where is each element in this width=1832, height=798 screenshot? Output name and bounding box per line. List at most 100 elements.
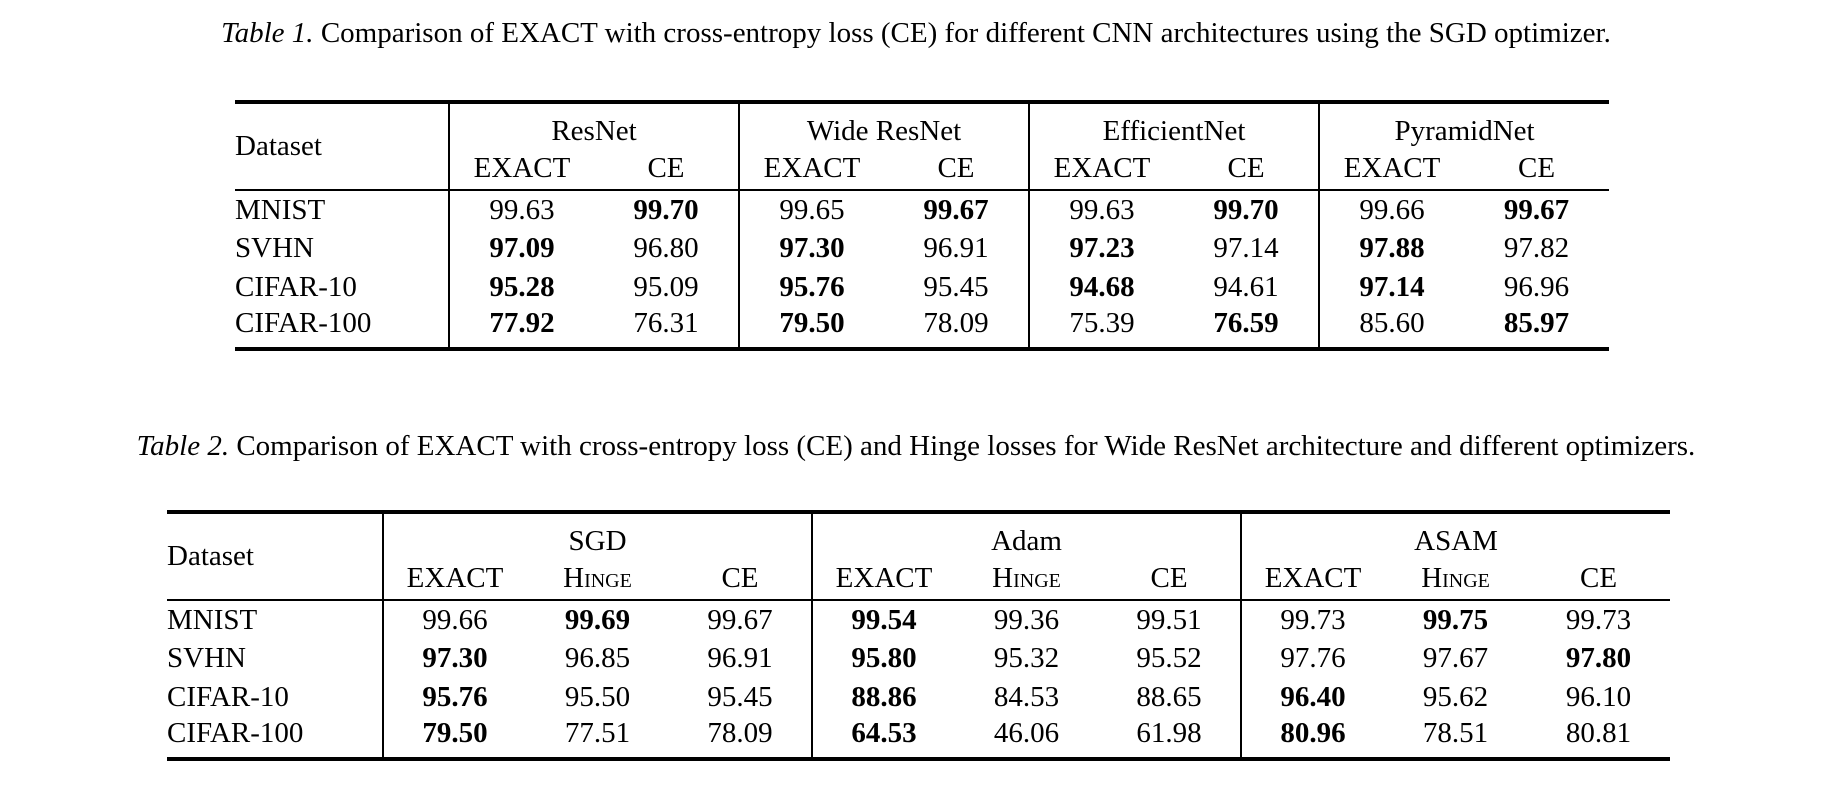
cell-value: 97.30 bbox=[738, 229, 884, 268]
table-row: CIFAR-100 77.92 76.31 79.50 78.09 75.39 76.59 8… bbox=[235, 307, 1609, 349]
cell-value: 76.59 bbox=[1213, 307, 1279, 339]
table2-caption: Table 2. Comparison of EXACT with cross-… bbox=[0, 428, 1832, 464]
group-header: EfficientNet bbox=[1028, 102, 1320, 148]
table1-caption-label: Table 1. bbox=[221, 17, 314, 49]
table-row: CIFAR-10 95.76 95.50 95.45 88.86 84.53 88.65 96… bbox=[167, 678, 1670, 717]
cell-value: 95.45 bbox=[707, 681, 773, 713]
table-row: MNIST 99.66 99.69 99.67 99.54 99.36 99.51 99.73… bbox=[167, 600, 1670, 639]
cell-dataset: CIFAR-10 bbox=[167, 681, 289, 713]
cell-dataset: CIFAR-100 bbox=[235, 307, 372, 339]
table-body: MNIST 99.66 99.69 99.67 99.54 99.36 99.51 99.73… bbox=[167, 600, 1670, 759]
column-header: CE bbox=[1174, 148, 1320, 191]
table-row: CIFAR-100 79.50 77.51 78.09 64.53 46.06 61.98 8… bbox=[167, 717, 1670, 759]
cell-value: 97.76 bbox=[1240, 639, 1385, 678]
cell-value: 75.39 bbox=[1028, 307, 1175, 349]
cell-value: 95.28 bbox=[448, 268, 594, 307]
column-header: Hinge bbox=[955, 558, 1099, 601]
cell-dataset: MNIST bbox=[235, 193, 326, 226]
dataset-column-header: Dataset bbox=[235, 102, 449, 191]
cell-value: 79.50 bbox=[382, 717, 526, 759]
cell-dataset: CIFAR-10 bbox=[235, 271, 357, 303]
column-header: Hinge bbox=[1384, 558, 1528, 601]
cell-value: 99.36 bbox=[993, 603, 1060, 636]
cell-value: 97.67 bbox=[1422, 642, 1489, 674]
cell-value: 95.80 bbox=[811, 639, 956, 678]
cell-dataset: SVHN bbox=[167, 642, 246, 674]
table-row: SVHN 97.09 96.80 97.30 96.91 97.23 97.14 97.88 9… bbox=[235, 229, 1609, 268]
cell-value: 99.51 bbox=[1136, 603, 1202, 636]
cell-value: 64.53 bbox=[811, 717, 956, 759]
cell-value: 79.50 bbox=[738, 307, 884, 349]
cell-value: 99.54 bbox=[811, 600, 956, 639]
column-header: CE bbox=[884, 148, 1030, 191]
group-header: Wide ResNet bbox=[737, 102, 1030, 148]
cell-value: 95.76 bbox=[382, 678, 526, 717]
column-header: CE bbox=[1464, 148, 1610, 191]
table2-caption-label: Table 2. bbox=[136, 430, 230, 462]
cell-value: 97.09 bbox=[448, 229, 594, 268]
subcolumn-header-row: EXACT CE EXACT CE EXACT CE EXACT CE bbox=[235, 148, 1610, 191]
cell-value: 85.97 bbox=[1503, 307, 1570, 339]
cell-value: 61.98 bbox=[1136, 717, 1202, 749]
cell-value: 94.61 bbox=[1213, 271, 1279, 303]
cell-value: 96.91 bbox=[923, 232, 989, 264]
column-header: CE bbox=[1098, 558, 1242, 601]
column-header: EXACT bbox=[811, 558, 956, 601]
cell-value: 80.81 bbox=[1565, 717, 1632, 749]
cell-value: 96.80 bbox=[633, 232, 699, 264]
cell-value: 99.70 bbox=[633, 193, 699, 226]
table-row: SVHN 97.30 96.85 96.91 95.80 95.32 95.52 97.76 9… bbox=[167, 639, 1670, 678]
cell-value: 84.53 bbox=[993, 681, 1060, 713]
cell-value: 99.73 bbox=[1240, 600, 1385, 639]
cell-value: 94.68 bbox=[1028, 268, 1175, 307]
group-header: Adam bbox=[811, 512, 1242, 558]
cell-value: 76.31 bbox=[633, 307, 699, 339]
group-header-row: Dataset SGD Adam ASAM bbox=[167, 512, 1671, 601]
cell-value: 95.09 bbox=[633, 271, 699, 303]
table-body: MNIST 99.63 99.70 99.65 99.67 99.63 99.70 99.66… bbox=[235, 190, 1609, 349]
column-header: CE bbox=[1527, 558, 1671, 601]
group-header: ASAM bbox=[1240, 512, 1671, 558]
column-header: EXACT bbox=[448, 148, 594, 191]
cell-value: 95.50 bbox=[564, 681, 631, 713]
cell-value: 99.67 bbox=[707, 603, 773, 636]
cell-value: 77.51 bbox=[564, 717, 631, 749]
cell-value: 99.66 bbox=[382, 600, 526, 639]
cell-value: 95.62 bbox=[1422, 681, 1489, 713]
cell-dataset: SVHN bbox=[235, 232, 314, 264]
cell-value: 78.09 bbox=[923, 307, 989, 339]
cell-value: 97.30 bbox=[382, 639, 526, 678]
column-header: EXACT bbox=[738, 148, 884, 191]
table-header: Dataset ResNet Wide ResNet EfficientNet Pyra… bbox=[235, 102, 1610, 191]
cell-value: 97.88 bbox=[1318, 229, 1465, 268]
column-header: EXACT bbox=[382, 558, 526, 601]
table-header: Dataset SGD Adam ASAM EXACT Hinge CE EXACT Hinge… bbox=[167, 512, 1671, 601]
column-header: EXACT bbox=[1318, 148, 1465, 191]
cell-value: 96.40 bbox=[1240, 678, 1385, 717]
cell-value: 95.32 bbox=[993, 642, 1060, 674]
dataset-column-header: Dataset bbox=[167, 512, 383, 601]
cell-value: 99.63 bbox=[1028, 190, 1175, 229]
cell-value: 78.09 bbox=[707, 717, 773, 749]
table-row: MNIST 99.63 99.70 99.65 99.67 99.63 99.70 99.66… bbox=[235, 190, 1609, 229]
cell-dataset: MNIST bbox=[167, 603, 258, 636]
cell-value: 97.14 bbox=[1318, 268, 1465, 307]
table1-caption: Table 1. Comparison of EXACT with cross-… bbox=[0, 15, 1832, 51]
cell-value: 99.73 bbox=[1565, 603, 1632, 636]
cell-value: 99.75 bbox=[1422, 603, 1489, 636]
subcolumn-header-row: EXACT Hinge CE EXACT Hinge CE EXACT Hinge CE bbox=[167, 558, 1671, 601]
cell-value: 97.23 bbox=[1028, 229, 1175, 268]
cell-value: 99.67 bbox=[923, 193, 989, 226]
group-header: ResNet bbox=[448, 102, 739, 148]
table1: Dataset ResNet Wide ResNet EfficientNet Pyra… bbox=[235, 100, 1610, 351]
cell-value: 80.96 bbox=[1240, 717, 1385, 759]
table-row: CIFAR-10 95.28 95.09 95.76 95.45 94.68 94.61 97… bbox=[235, 268, 1609, 307]
table2-caption-text: Comparison of EXACT with cross-entropy l… bbox=[236, 430, 1696, 462]
group-header: PyramidNet bbox=[1318, 102, 1610, 148]
cell-value: 88.65 bbox=[1136, 681, 1202, 713]
cell-value: 77.92 bbox=[448, 307, 594, 349]
cell-value: 95.76 bbox=[738, 268, 884, 307]
column-header: CE bbox=[594, 148, 739, 191]
cell-dataset: CIFAR-100 bbox=[167, 717, 304, 749]
cell-value: 97.82 bbox=[1503, 232, 1570, 264]
